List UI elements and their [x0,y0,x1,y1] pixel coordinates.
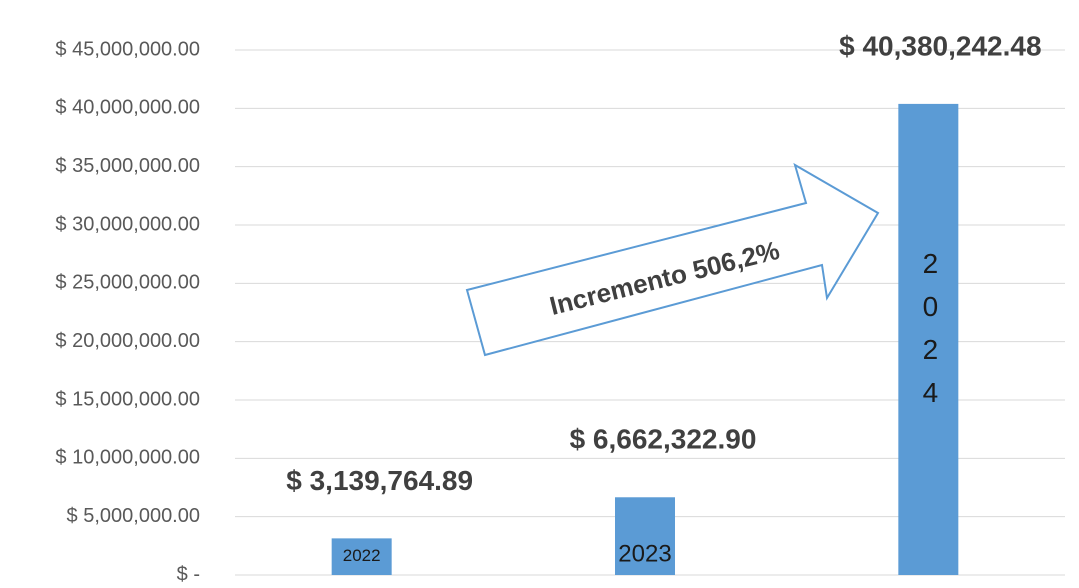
increase-arrow [465,162,880,357]
bar [898,103,959,576]
y-tick-label: $ 30,000,000.00 [55,213,200,235]
y-tick-label: $ 15,000,000.00 [55,388,200,410]
category-label: 2022 [343,546,381,565]
y-tick-label: $ 25,000,000.00 [55,272,200,294]
y-tick-label: $ 10,000,000.00 [55,447,200,469]
value-label: $ 6,662,322.90 [570,424,757,455]
y-tick-label: $ 40,000,000.00 [55,97,200,119]
bar [331,538,392,575]
y-tick-label: $ 20,000,000.00 [55,330,200,352]
category-label: 2024 [915,248,946,420]
category-label: 2023 [618,540,671,567]
y-tick-label: $ - [177,563,200,585]
value-label: $ 3,139,764.89 [286,465,473,496]
bar [615,497,675,575]
y-tick-label: $ 45,000,000.00 [55,38,200,60]
y-tick-label: $ 35,000,000.00 [55,155,200,177]
value-label: $ 40,380,242.48 [839,30,1041,61]
y-tick-label: $ 5,000,000.00 [67,505,200,527]
